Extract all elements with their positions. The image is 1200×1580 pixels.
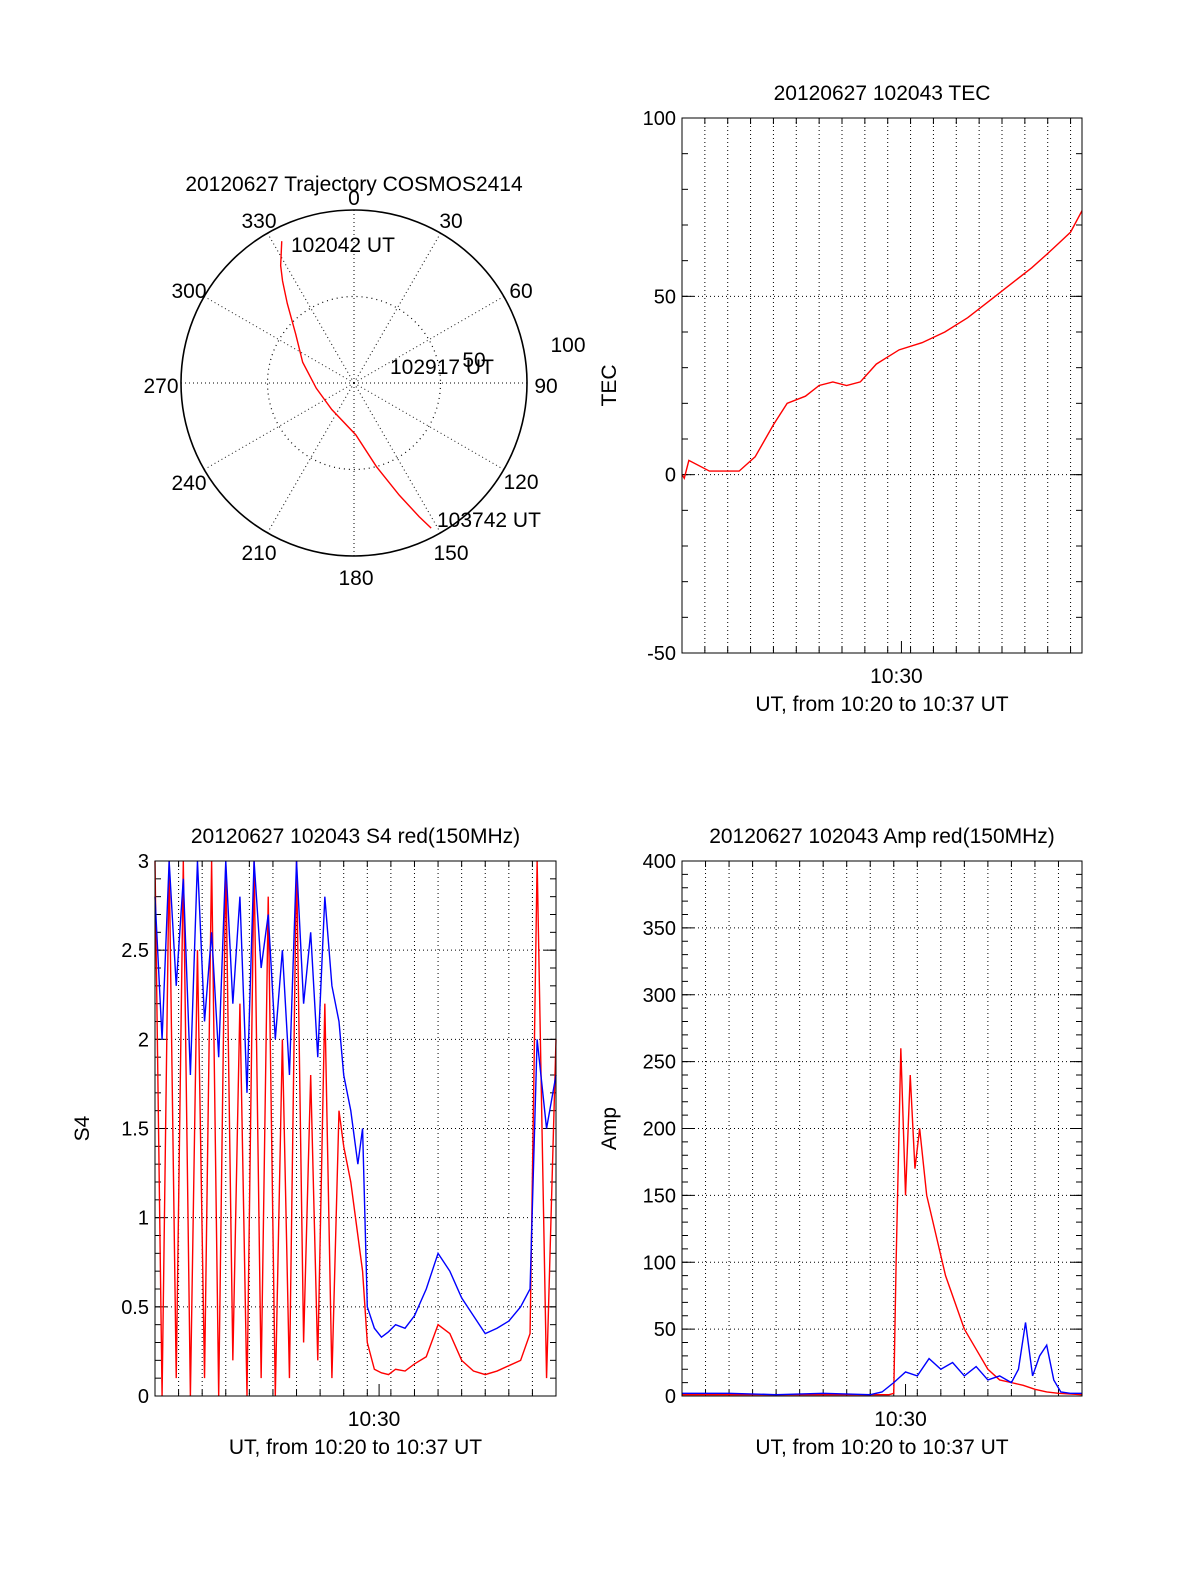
- amp-ytick-label: 50: [654, 1319, 676, 1341]
- polar-time-label: 102042 UT: [291, 234, 395, 257]
- tec-ytick-label: 0: [665, 465, 676, 487]
- amp-plot-frame: [681, 860, 1083, 1397]
- polar-angle-label: 120: [503, 471, 538, 494]
- s4-xtick-label: 10:30: [348, 1408, 401, 1431]
- tec-plot-frame: [681, 117, 1083, 654]
- polar-spoke: [353, 232, 441, 384]
- polar-angle-label: 60: [509, 280, 532, 303]
- amp-panel: 0 50 100 150 200 250 300 350 400 10:30 UT, from 10…: [598, 825, 1083, 1459]
- tec-xlabel: UT, from 10:20 to 10:37 UT: [755, 693, 1008, 716]
- polar-spoke: [353, 382, 505, 470]
- amp-ytick-label: 350: [643, 918, 676, 940]
- amp-ytick-label: 0: [665, 1386, 676, 1408]
- tec-ytick-label: 50: [654, 286, 676, 308]
- amp-ytick-label: 250: [643, 1052, 676, 1074]
- polar-panel: 0 30 60 90 120 150 180 210 240 270 300 330 50 100 1020…: [143, 173, 585, 590]
- polar-spoke: [267, 382, 355, 534]
- polar-ring-label: 100: [550, 334, 585, 357]
- amp-xtick-label: 10:30: [874, 1408, 927, 1431]
- s4-ytick-label: 1.5: [121, 1119, 149, 1141]
- tec-ytick-label: -50: [647, 643, 676, 665]
- s4-ytick-label: 2: [138, 1029, 149, 1051]
- s4-series-1: [154, 860, 557, 1339]
- amp-ytick-label: 300: [643, 985, 676, 1007]
- polar-spoke: [353, 296, 505, 384]
- polar-time-label: 103742 UT: [437, 509, 541, 532]
- polar-angle-label: 180: [338, 567, 373, 590]
- amp-ylabel: Amp: [598, 1107, 621, 1150]
- amp-title: 20120627 102043 Amp red(150MHz): [709, 825, 1055, 848]
- polar-title: 20120627 Trajectory COSMOS2414: [185, 173, 523, 196]
- amp-series-1: [682, 1322, 1082, 1396]
- s4-plot-frame: [154, 860, 557, 1397]
- polar-angle-label: 0: [348, 187, 360, 210]
- tec-panel: -50 0 50 100 10:30 UT, from 10:20 to 10:37 UT…: [598, 82, 1083, 716]
- polar-inner-ring: [266, 295, 442, 471]
- polar-angle-label: 30: [439, 210, 462, 233]
- polar-spoke: [267, 232, 355, 384]
- polar-angle-label: 210: [241, 542, 276, 565]
- polar-angle-label: 150: [433, 542, 468, 565]
- polar-spoke: [203, 296, 355, 384]
- s4-ylabel: S4: [71, 1115, 94, 1141]
- tec-ylabel: TEC: [598, 365, 621, 407]
- amp-ytick-label: 400: [643, 851, 676, 873]
- amp-ytick-label: 200: [643, 1119, 676, 1141]
- s4-ytick-label: 3: [138, 851, 149, 873]
- polar-ring-label: 50: [462, 349, 485, 372]
- s4-panel: 0 0.5 1 1.5 2 2.5 3 10:30 UT, from 10:20 to 10:3…: [71, 825, 557, 1459]
- amp-xlabel: UT, from 10:20 to 10:37 UT: [755, 1436, 1008, 1459]
- s4-series-0: [154, 860, 557, 1397]
- polar-angle-label: 90: [534, 375, 557, 398]
- polar-spoke: [203, 382, 355, 470]
- tec-title: 20120627 102043 TEC: [774, 82, 991, 105]
- polar-trajectory: [279, 241, 432, 529]
- polar-angle-label: 240: [171, 472, 206, 495]
- polar-angle-label: 330: [241, 210, 276, 233]
- polar-angle-label: 270: [143, 375, 178, 398]
- amp-series-0: [682, 1048, 1083, 1396]
- s4-xlabel: UT, from 10:20 to 10:37 UT: [229, 1436, 482, 1459]
- amp-ytick-label: 150: [643, 1185, 676, 1207]
- s4-ytick-label: 0.5: [121, 1297, 149, 1319]
- polar-outer-ring: [180, 209, 528, 557]
- polar-time-label: 102917 UT: [390, 356, 494, 379]
- s4-title: 20120627 102043 S4 red(150MHz): [191, 825, 520, 848]
- tec-series-0: [681, 210, 1083, 480]
- s4-ytick-label: 1: [138, 1208, 149, 1230]
- polar-spoke: [353, 382, 441, 534]
- s4-ytick-label: 0: [138, 1386, 149, 1408]
- amp-ytick-label: 100: [643, 1252, 676, 1274]
- s4-ytick-label: 2.5: [121, 940, 149, 962]
- polar-angle-label: 300: [171, 280, 206, 303]
- tec-xtick-label: 10:30: [870, 665, 923, 688]
- tec-ytick-label: 100: [643, 108, 676, 130]
